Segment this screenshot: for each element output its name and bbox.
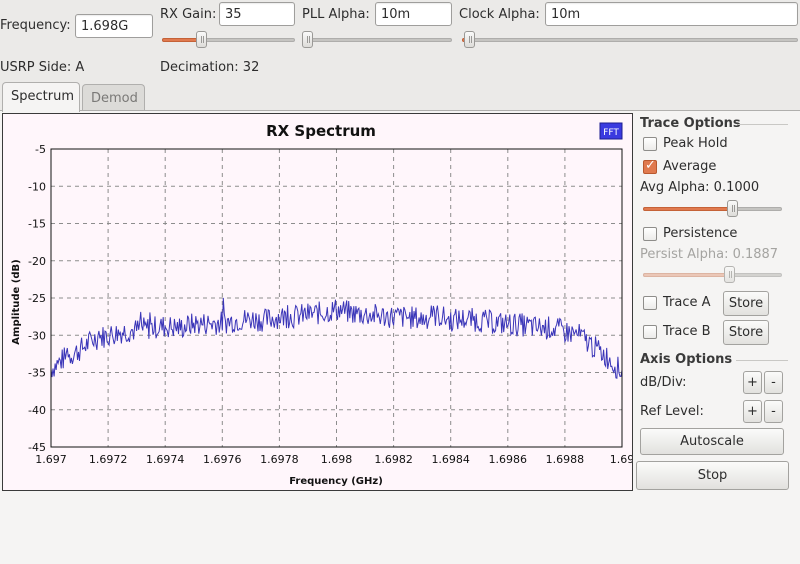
x-axis-label: Frequency (GHz) bbox=[289, 476, 383, 487]
x-tick-label: 1.6988 bbox=[546, 453, 585, 466]
y-tick-label: -40 bbox=[28, 404, 46, 417]
ref-level-label: Ref Level: bbox=[640, 404, 704, 419]
peak-hold-label[interactable]: Peak Hold bbox=[663, 136, 728, 151]
y-tick-label: -35 bbox=[28, 367, 46, 380]
x-tick-label: 1.6982 bbox=[374, 453, 413, 466]
db-div-plus-button[interactable]: + bbox=[743, 371, 762, 394]
persist-alpha-slider-fill bbox=[643, 273, 729, 277]
y-tick-label: -25 bbox=[28, 292, 46, 305]
tab-spectrum[interactable]: Spectrum bbox=[2, 82, 80, 112]
persist-alpha-label: Persist Alpha: 0.1887 bbox=[640, 247, 779, 262]
trace-a-checkbox[interactable] bbox=[643, 296, 657, 310]
y-axis-label: Amplitude (dB) bbox=[11, 259, 22, 344]
x-tick-label: 1.6984 bbox=[431, 453, 470, 466]
axis-options-divider bbox=[736, 360, 788, 361]
trace-a-label[interactable]: Trace A bbox=[663, 295, 711, 310]
autoscale-button[interactable]: Autoscale bbox=[640, 428, 784, 455]
y-tick-label: -20 bbox=[28, 255, 46, 268]
trace-b-checkbox[interactable] bbox=[643, 325, 657, 339]
persist-alpha-slider[interactable] bbox=[643, 266, 782, 283]
trace-options-divider bbox=[738, 124, 788, 125]
trace-b-store-button[interactable]: Store bbox=[723, 320, 769, 345]
ref-level-minus-button[interactable]: - bbox=[764, 400, 783, 423]
x-tick-label: 1.6972 bbox=[89, 453, 128, 466]
y-tick-label: -30 bbox=[28, 329, 46, 342]
x-tick-label: 1.6986 bbox=[489, 453, 528, 466]
rx-gain-slider[interactable] bbox=[162, 31, 295, 48]
trace-b-label[interactable]: Trace B bbox=[663, 324, 711, 339]
spectrum-chart: RX Spectrum FFT Amplitude (dB) Frequency… bbox=[11, 122, 632, 487]
persistence-checkbox[interactable] bbox=[643, 227, 657, 241]
pll-alpha-slider[interactable] bbox=[302, 31, 452, 48]
avg-alpha-label: Avg Alpha: 0.1000 bbox=[640, 180, 760, 195]
decimation-label: Decimation: 32 bbox=[160, 60, 260, 75]
average-label[interactable]: Average bbox=[663, 159, 717, 174]
clock-alpha-label: Clock Alpha: bbox=[459, 7, 540, 22]
chart-title: RX Spectrum bbox=[266, 122, 376, 140]
tab-demod[interactable]: Demod bbox=[82, 84, 145, 111]
spectrum-trace bbox=[50, 297, 623, 379]
fft-badge-label: FFT bbox=[603, 128, 619, 138]
plot-area-border bbox=[50, 148, 623, 448]
stop-button[interactable]: Stop bbox=[636, 461, 789, 490]
persist-alpha-slider-handle[interactable] bbox=[724, 266, 735, 283]
trace-a-store-button[interactable]: Store bbox=[723, 291, 769, 316]
pll-alpha-input[interactable] bbox=[375, 2, 452, 26]
x-tick-label: 1.698 bbox=[321, 453, 353, 466]
y-tick-label: -45 bbox=[28, 441, 46, 454]
frequency-input[interactable] bbox=[75, 14, 153, 38]
x-tick-label: 1.6976 bbox=[203, 453, 242, 466]
y-tick-label: -10 bbox=[28, 180, 46, 193]
fft-badge[interactable] bbox=[599, 122, 623, 140]
rx-gain-input[interactable] bbox=[219, 2, 295, 26]
avg-alpha-slider[interactable] bbox=[643, 200, 782, 217]
x-tick-label: 1.697 bbox=[35, 453, 67, 466]
spectrum-plot: RX Spectrum FFT Amplitude (dB) Frequency… bbox=[2, 113, 633, 491]
ref-level-plus-button[interactable]: + bbox=[743, 400, 762, 423]
persistence-label[interactable]: Persistence bbox=[663, 226, 738, 241]
axis-options-title: Axis Options bbox=[640, 352, 733, 367]
y-tick-label: -15 bbox=[28, 218, 46, 231]
clock-alpha-slider-handle[interactable] bbox=[464, 31, 475, 48]
db-div-minus-button[interactable]: - bbox=[764, 371, 783, 394]
rx-gain-label: RX Gain: bbox=[160, 7, 217, 22]
pll-alpha-slider-handle[interactable] bbox=[302, 31, 313, 48]
clock-alpha-slider[interactable] bbox=[462, 31, 798, 48]
x-tick-label: 1.6978 bbox=[260, 453, 299, 466]
pll-alpha-label: PLL Alpha: bbox=[302, 7, 370, 22]
average-checkbox[interactable] bbox=[643, 158, 657, 174]
avg-alpha-slider-fill bbox=[643, 207, 732, 211]
trace-options-title: Trace Options bbox=[640, 116, 741, 131]
x-tick-label: 1.6974 bbox=[146, 453, 185, 466]
peak-hold-checkbox[interactable] bbox=[643, 137, 657, 151]
avg-alpha-slider-handle[interactable] bbox=[727, 200, 738, 217]
clock-alpha-input[interactable] bbox=[545, 2, 798, 26]
x-tick-label: 1.69 bbox=[610, 453, 632, 466]
db-div-label: dB/Div: bbox=[640, 375, 687, 390]
y-tick-label: -5 bbox=[35, 143, 46, 156]
rx-gain-slider-handle[interactable] bbox=[196, 31, 207, 48]
frequency-label: Frequency: bbox=[0, 18, 71, 33]
usrp-side-label: USRP Side: A bbox=[0, 60, 85, 75]
